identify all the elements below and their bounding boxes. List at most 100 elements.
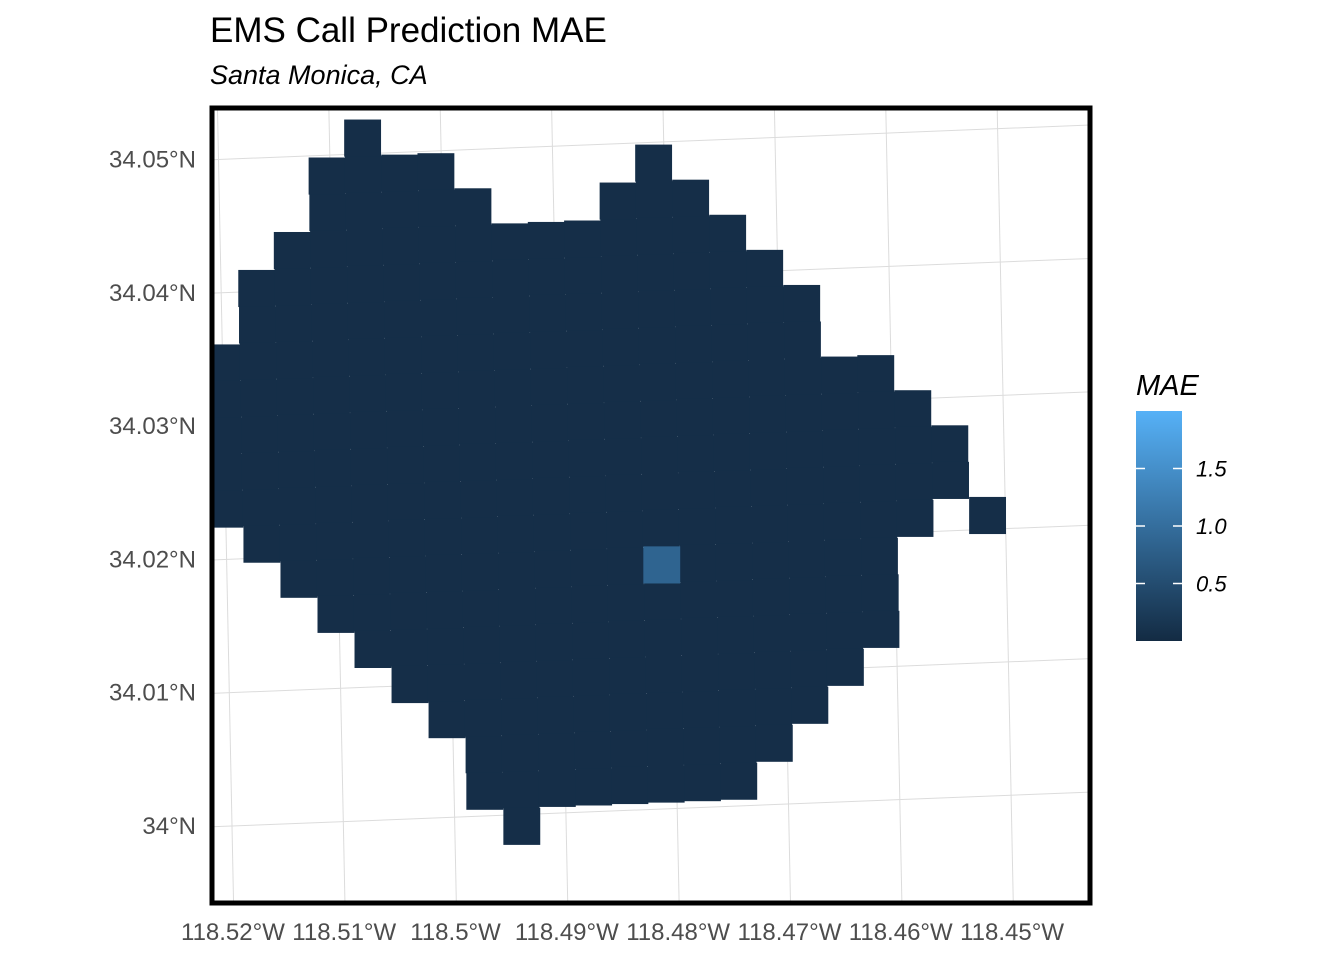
mae-cell bbox=[750, 469, 788, 507]
mae-cell bbox=[241, 416, 279, 454]
mae-cell bbox=[279, 524, 317, 562]
mae-cell bbox=[604, 401, 641, 439]
mae-cell bbox=[564, 257, 602, 295]
mae-cell bbox=[746, 286, 784, 324]
mae-cell bbox=[535, 623, 573, 661]
mae-cell bbox=[788, 540, 826, 578]
mae-cell bbox=[424, 518, 462, 556]
mae-cell bbox=[133, 457, 170, 494]
mae-cell bbox=[280, 560, 318, 598]
mae-cell bbox=[464, 699, 502, 737]
mae-cell bbox=[418, 189, 456, 227]
mae-cell bbox=[498, 588, 536, 626]
mae-cell bbox=[531, 404, 569, 442]
mae-cell bbox=[752, 542, 790, 580]
mae-cell bbox=[674, 289, 712, 327]
mae-cell bbox=[642, 509, 680, 547]
mae-cell bbox=[212, 490, 244, 528]
mae-cell bbox=[570, 512, 607, 550]
mae-cell bbox=[381, 154, 419, 192]
mae-cell bbox=[170, 492, 207, 529]
mae-cell bbox=[564, 220, 601, 258]
mae-cell bbox=[427, 628, 464, 666]
mae-cell bbox=[711, 324, 749, 362]
legend: MAE 0.5 1.0 1.5 bbox=[1136, 370, 1227, 641]
mae-cell bbox=[606, 511, 644, 549]
mae-cell bbox=[684, 764, 721, 802]
mae-cell bbox=[241, 452, 279, 490]
mae-cell bbox=[421, 335, 459, 373]
mae-cell bbox=[635, 181, 673, 219]
mae-cell bbox=[463, 626, 501, 664]
mae-cell bbox=[454, 188, 492, 226]
mae-cell bbox=[859, 464, 897, 502]
mae-cell bbox=[311, 303, 349, 341]
y-tick-label: 34.05°N bbox=[109, 147, 196, 174]
mae-cell bbox=[353, 594, 391, 632]
mae-cell bbox=[754, 651, 792, 689]
mae-cell bbox=[647, 765, 685, 803]
mae-cell bbox=[748, 359, 786, 397]
graticule-parallel bbox=[212, 124, 1090, 161]
y-tick-label: 34.03°N bbox=[109, 413, 196, 440]
mae-cell bbox=[390, 629, 428, 667]
mae-cell bbox=[571, 585, 609, 623]
mae-cell bbox=[212, 454, 243, 492]
mae-cell bbox=[421, 372, 459, 410]
mae-cell bbox=[755, 688, 793, 726]
mae-cell bbox=[212, 380, 242, 419]
mae-cell bbox=[605, 474, 643, 512]
mae-cell bbox=[572, 622, 610, 660]
mae-cell bbox=[466, 772, 504, 810]
mae-cell bbox=[351, 484, 389, 522]
mae-cell bbox=[896, 499, 934, 537]
mae-cell bbox=[459, 443, 497, 482]
mae-cell bbox=[716, 580, 754, 618]
mae-cell bbox=[894, 390, 932, 428]
mae-cell bbox=[464, 663, 501, 701]
mae-cell bbox=[387, 446, 424, 484]
mae-cell bbox=[641, 473, 679, 511]
mae-cell bbox=[860, 501, 898, 539]
mae-cell bbox=[498, 552, 536, 590]
mae-cell bbox=[645, 655, 683, 694]
mae-cell bbox=[786, 467, 824, 505]
mae-cell bbox=[314, 449, 352, 487]
mae-cell bbox=[386, 410, 424, 448]
mae-cell bbox=[276, 341, 313, 379]
x-tick-label: 118.51°W bbox=[292, 919, 396, 946]
mae-cell bbox=[715, 543, 753, 581]
mae-cell bbox=[709, 251, 747, 289]
mae-cell bbox=[714, 470, 752, 508]
mae-cell bbox=[572, 658, 610, 696]
mae-cell bbox=[317, 595, 355, 633]
mae-cell bbox=[858, 391, 895, 429]
mae-cell bbox=[344, 156, 382, 194]
mae-cell bbox=[608, 620, 646, 658]
mae-cell bbox=[424, 481, 462, 520]
mae-cell bbox=[316, 522, 353, 560]
mae-cell bbox=[491, 223, 529, 261]
mae-cell bbox=[347, 265, 385, 303]
mae-cell bbox=[720, 762, 758, 800]
x-tick-label: 118.47°W bbox=[738, 919, 842, 946]
mae-cell bbox=[566, 330, 604, 368]
x-axis-ticks: 118.52°W 118.51°W 118.5°W 118.49°W 118.48°W 1… bbox=[181, 919, 1064, 946]
mae-cell bbox=[715, 506, 753, 545]
mae-cell bbox=[822, 429, 860, 467]
mae-cell bbox=[417, 153, 455, 191]
mae-cell bbox=[678, 508, 716, 546]
mae-cell bbox=[315, 486, 353, 524]
mae-cell bbox=[385, 373, 423, 411]
mae-cell bbox=[681, 617, 718, 656]
mae-cell bbox=[495, 406, 533, 444]
mae-cell bbox=[460, 480, 498, 518]
mae-cell bbox=[352, 521, 390, 559]
mae-cell bbox=[426, 591, 464, 629]
mae-cell bbox=[821, 393, 859, 431]
mae-cell bbox=[537, 696, 575, 734]
mae-cell bbox=[895, 426, 932, 464]
mae-cell bbox=[681, 654, 719, 692]
mae-cell bbox=[354, 630, 392, 668]
mae-cell bbox=[784, 321, 821, 359]
